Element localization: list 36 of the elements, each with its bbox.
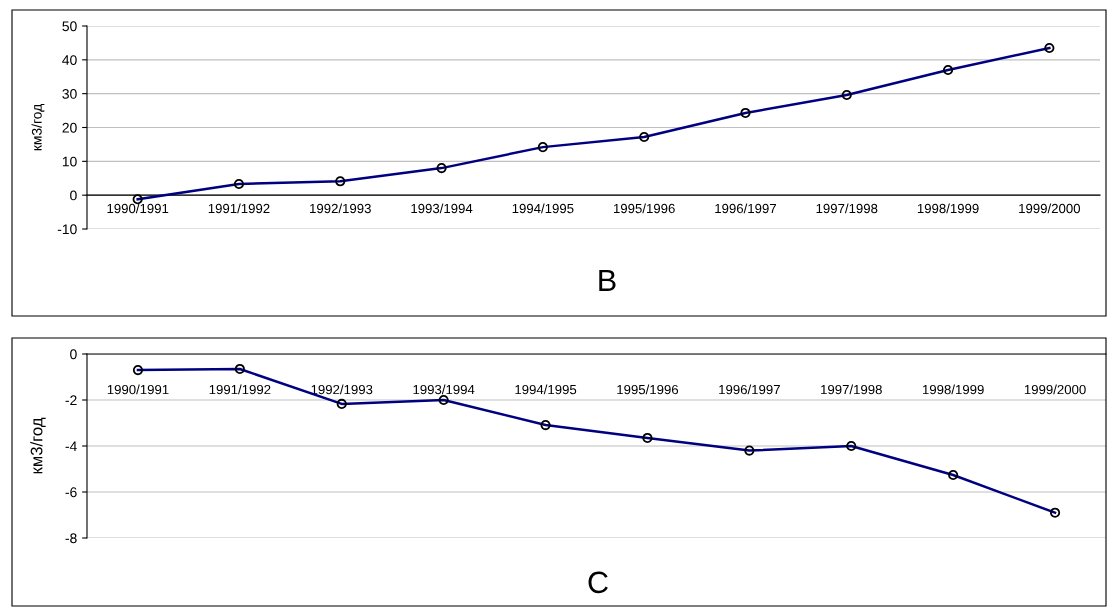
y-tick-label: -8 [65,533,77,544]
x-tick-label: 1999/2000 [1024,384,1086,395]
y-tick-label: -10 [57,224,77,235]
y-tick-label: 50 [62,21,77,32]
x-tick-label: 1994/1995 [515,384,577,395]
y-axis-title: км3/год [30,417,46,474]
x-tick-label: 1995/1996 [617,384,679,395]
x-tick-label: 1994/1995 [512,203,574,214]
x-tick-label: 1997/1998 [821,384,882,395]
x-tick-label: 1993/1994 [411,203,473,214]
x-tick-label: 1996/1997 [715,203,776,214]
x-tick-label: 1991/1992 [209,384,271,395]
x-tick-label: 1997/1998 [816,203,878,214]
y-tick-label: 0 [70,349,77,360]
x-tick-label: 1991/1992 [208,203,270,214]
y-tick-label: 20 [62,122,77,133]
y-tick-label: 10 [62,156,77,167]
x-tick-label: 1990/1991 [107,384,169,395]
x-tick-label: 1999/2000 [1019,203,1081,214]
x-tick-label: 1992/1993 [310,203,371,214]
x-tick-label: 1993/1994 [413,384,475,395]
y-tick-label: 30 [62,89,77,99]
y-tick-label: -2 [65,395,77,406]
x-tick-label: 1996/1997 [719,384,780,395]
y-tick-label: 40 [62,55,77,65]
y-tick-label: 0 [70,190,77,201]
x-tick-label: 1998/1999 [922,384,984,395]
x-tick-label: 1990/1991 [107,203,169,214]
x-tick-label: 1995/1996 [613,203,675,214]
y-tick-label: -6 [65,487,77,498]
text: C [588,571,608,594]
text: B [599,269,616,291]
y-tick-label: -4 [65,441,77,452]
y-axis-title: км3/год [31,104,45,151]
x-tick-label: 1992/1993 [311,384,373,395]
x-tick-label: 1998/1999 [917,203,979,214]
